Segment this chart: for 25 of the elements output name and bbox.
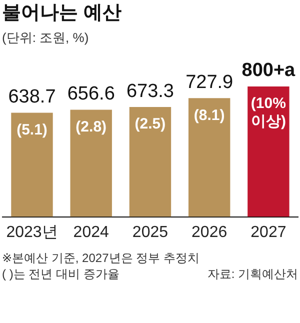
- x-tick-label: 2025: [132, 224, 168, 241]
- x-tick-label: 2027: [250, 224, 286, 241]
- data-label: 656.6: [67, 84, 115, 105]
- data-label: 673.3: [126, 80, 174, 102]
- annotation: (8.1): [194, 106, 225, 124]
- bar: [70, 110, 112, 217]
- annotation: (2.5): [134, 116, 166, 133]
- annotation: (5.1): [16, 121, 48, 138]
- data-label: 800+a: [242, 60, 296, 82]
- bar: [188, 98, 230, 217]
- text: 자료: 기획예산처: [207, 266, 298, 282]
- text: ※본예산 기준, 2027년은 정부 추정치: [2, 250, 200, 266]
- data-label: 727.9: [186, 72, 234, 93]
- data-label: 638.7: [8, 86, 56, 108]
- x-tick-label: 2026: [192, 224, 228, 241]
- x-tick-label: 2023년: [6, 224, 58, 241]
- annotation: (2.8): [76, 118, 107, 136]
- chart-title: 불어나는 예산: [2, 2, 122, 24]
- text: ( )는 전년 대비 증가율: [2, 267, 120, 281]
- annotation: (10% 이상): [250, 95, 286, 130]
- x-tick-label: 2024: [73, 224, 110, 241]
- bar: [11, 112, 53, 217]
- bar: [129, 107, 172, 217]
- bar: [248, 86, 290, 217]
- chart-subtitle: (단위: 조원, %): [2, 30, 89, 46]
